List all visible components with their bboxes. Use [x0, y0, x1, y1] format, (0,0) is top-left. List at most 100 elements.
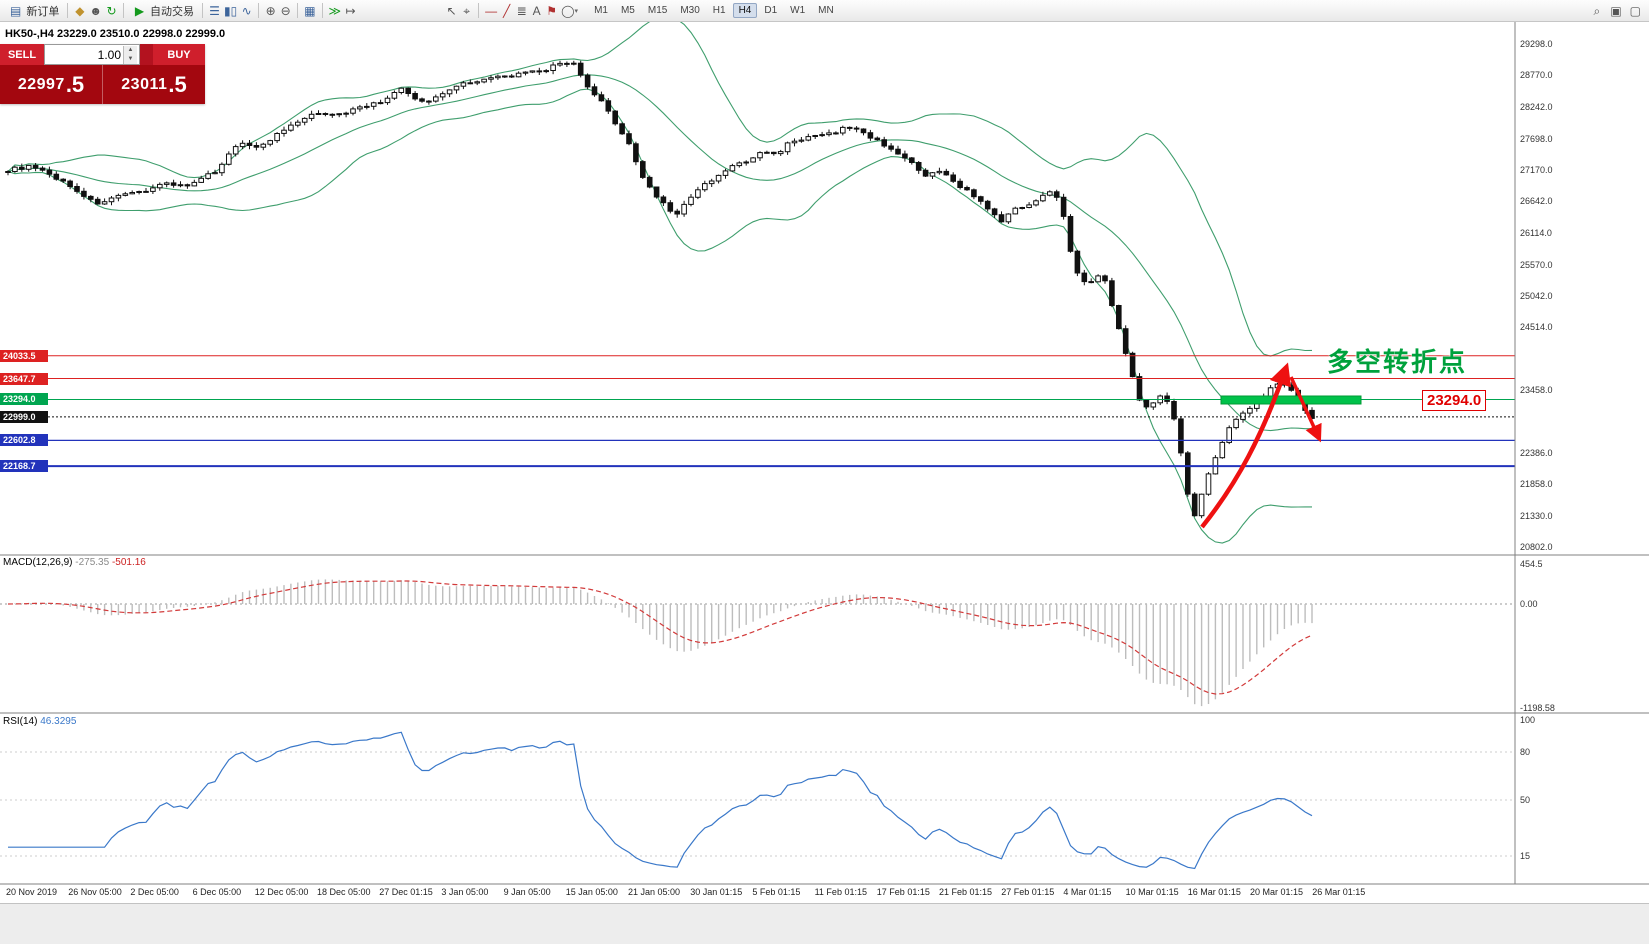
candle-body [922, 169, 929, 177]
candle-body [688, 196, 694, 205]
macd-label: MACD(12,26,9) -275.35 -501.16 [3, 557, 146, 568]
candle-body [226, 153, 232, 165]
timeframe-button-m30[interactable]: M30 [680, 5, 700, 16]
auto-trading-button[interactable]: ▶ 自动交易 [128, 2, 198, 20]
candle-body [708, 180, 715, 185]
price-axis-tick: 29298.0 [1520, 39, 1553, 49]
spin-down-icon[interactable]: ▼ [124, 54, 137, 64]
candle-body [508, 75, 515, 78]
candle-body [108, 197, 115, 203]
rsi-value: 46.3295 [40, 716, 77, 727]
candle-body [860, 128, 867, 134]
candlestick-chart-icon[interactable]: ▮▯ [223, 3, 238, 18]
buy-button[interactable]: BUY [153, 44, 205, 65]
candle-body [1005, 213, 1012, 223]
tile-windows-icon[interactable]: ▦ [304, 3, 316, 18]
pullback-down-arrow[interactable] [1289, 376, 1322, 443]
candle-body [515, 72, 522, 78]
volume-input[interactable] [45, 47, 123, 62]
candle-body [1053, 191, 1060, 198]
candle-body [157, 183, 163, 189]
candle-body [212, 172, 218, 175]
candle-body [550, 64, 556, 71]
trendline-tool-icon[interactable]: ╱ [502, 3, 511, 18]
cursor-icon[interactable]: ↖ [446, 3, 457, 18]
candle-body [564, 62, 570, 65]
candle-body [681, 203, 687, 215]
time-axis-label: 26 Mar 01:15 [1312, 887, 1366, 897]
candle-body [1247, 407, 1253, 414]
candle-body [1226, 427, 1233, 443]
horizontal-line-tool-icon[interactable]: ― [485, 3, 498, 18]
volume-stepper[interactable]: ▲ ▼ [123, 45, 137, 64]
rsi-axis-label: 15 [1520, 851, 1531, 861]
candle-body [74, 186, 80, 192]
new-order-button[interactable]: ▤ 新订单 [4, 2, 63, 20]
timeframe-button-h4[interactable]: H4 [732, 3, 758, 18]
timeframe-button-w1[interactable]: W1 [790, 5, 806, 16]
time-axis-label: 20 Mar 01:15 [1250, 887, 1304, 897]
timeframe-toolbar: M1 M5 M15 M30 H1 H4 D1 W1 MN [588, 3, 840, 18]
candle-body [1150, 402, 1157, 408]
timeframe-button-m1[interactable]: M1 [594, 5, 608, 16]
sell-button[interactable]: SELL [0, 44, 44, 65]
fibonacci-tool-icon[interactable]: ≣ [516, 3, 527, 18]
text-tool-icon[interactable]: A [532, 3, 541, 18]
zoom-in-icon[interactable]: ⊕ [265, 3, 276, 18]
candle-body [357, 106, 363, 110]
price-callout[interactable]: 23294.0 [1422, 390, 1487, 411]
toolbar-separator [258, 3, 260, 18]
window-arrange-icon[interactable]: ▣ [1610, 3, 1622, 18]
candle-body [129, 192, 135, 195]
line-chart-icon[interactable]: ∿ [241, 3, 252, 18]
refresh-icon[interactable]: ↻ [106, 3, 117, 18]
candle-body [19, 166, 25, 170]
timeframe-button-mn[interactable]: MN [818, 5, 834, 16]
sell-price[interactable]: 22997 .5 [0, 65, 102, 104]
toolbar-separator [122, 3, 124, 18]
market-watch-icon[interactable]: ◆ [75, 3, 85, 18]
buy-price[interactable]: 23011 .5 [102, 65, 205, 104]
candle-body [1047, 191, 1053, 196]
window-new-icon[interactable]: ▢ [1629, 3, 1641, 18]
zoom-out-icon[interactable]: ⊖ [280, 3, 291, 18]
chart-shift-icon[interactable]: ↦ [345, 3, 356, 18]
shapes-tool-icon[interactable]: ◯ [561, 3, 575, 18]
candle-body [460, 82, 467, 87]
label-tool-icon[interactable]: ⚑ [546, 3, 557, 18]
trend-up-arrow[interactable] [1200, 362, 1292, 529]
auto-scroll-icon[interactable]: ≫ [328, 3, 342, 18]
candle-body [798, 139, 805, 142]
candle-body [426, 100, 432, 103]
time-axis-label: 2 Dec 05:00 [130, 887, 179, 897]
timeframe-button-m5[interactable]: M5 [620, 5, 635, 16]
candle-body [1185, 452, 1191, 495]
macd-signal-value: -501.16 [111, 557, 146, 568]
candle-body [281, 129, 287, 134]
accounts-icon[interactable]: ☻ [89, 3, 102, 18]
bar-chart-icon[interactable]: ☰ [209, 3, 220, 18]
candle-body [557, 62, 563, 66]
timeframe-button-m15[interactable]: M15 [647, 5, 668, 16]
buy-price-frac: .5 [168, 71, 187, 97]
time-axis-label: 16 Mar 01:15 [1187, 887, 1241, 897]
candle-body [529, 70, 536, 73]
search-icon[interactable]: ⌕ [1593, 3, 1601, 18]
price-axis-tick: 24514.0 [1520, 322, 1553, 333]
candle-body [101, 201, 108, 205]
macd-axis-label: -1198.58 [1520, 703, 1555, 714]
crosshair-icon[interactable]: ⌖ [463, 3, 470, 18]
turning-point-annotation[interactable]: 多空转折点 [1327, 347, 1468, 377]
support-zone-segment[interactable] [1220, 395, 1362, 405]
candle-body [1040, 194, 1046, 202]
candle-body [288, 124, 294, 131]
candle-body [1191, 493, 1198, 517]
spin-up-icon[interactable]: ▲ [124, 45, 137, 55]
timeframe-button-d1[interactable]: D1 [764, 5, 778, 16]
timeframe-button-h1[interactable]: H1 [712, 5, 726, 16]
candle-body [902, 153, 908, 159]
shapes-caret-icon[interactable]: ▾ [574, 7, 579, 15]
volume-field: ▲ ▼ [44, 44, 140, 65]
candle-body [184, 184, 191, 187]
